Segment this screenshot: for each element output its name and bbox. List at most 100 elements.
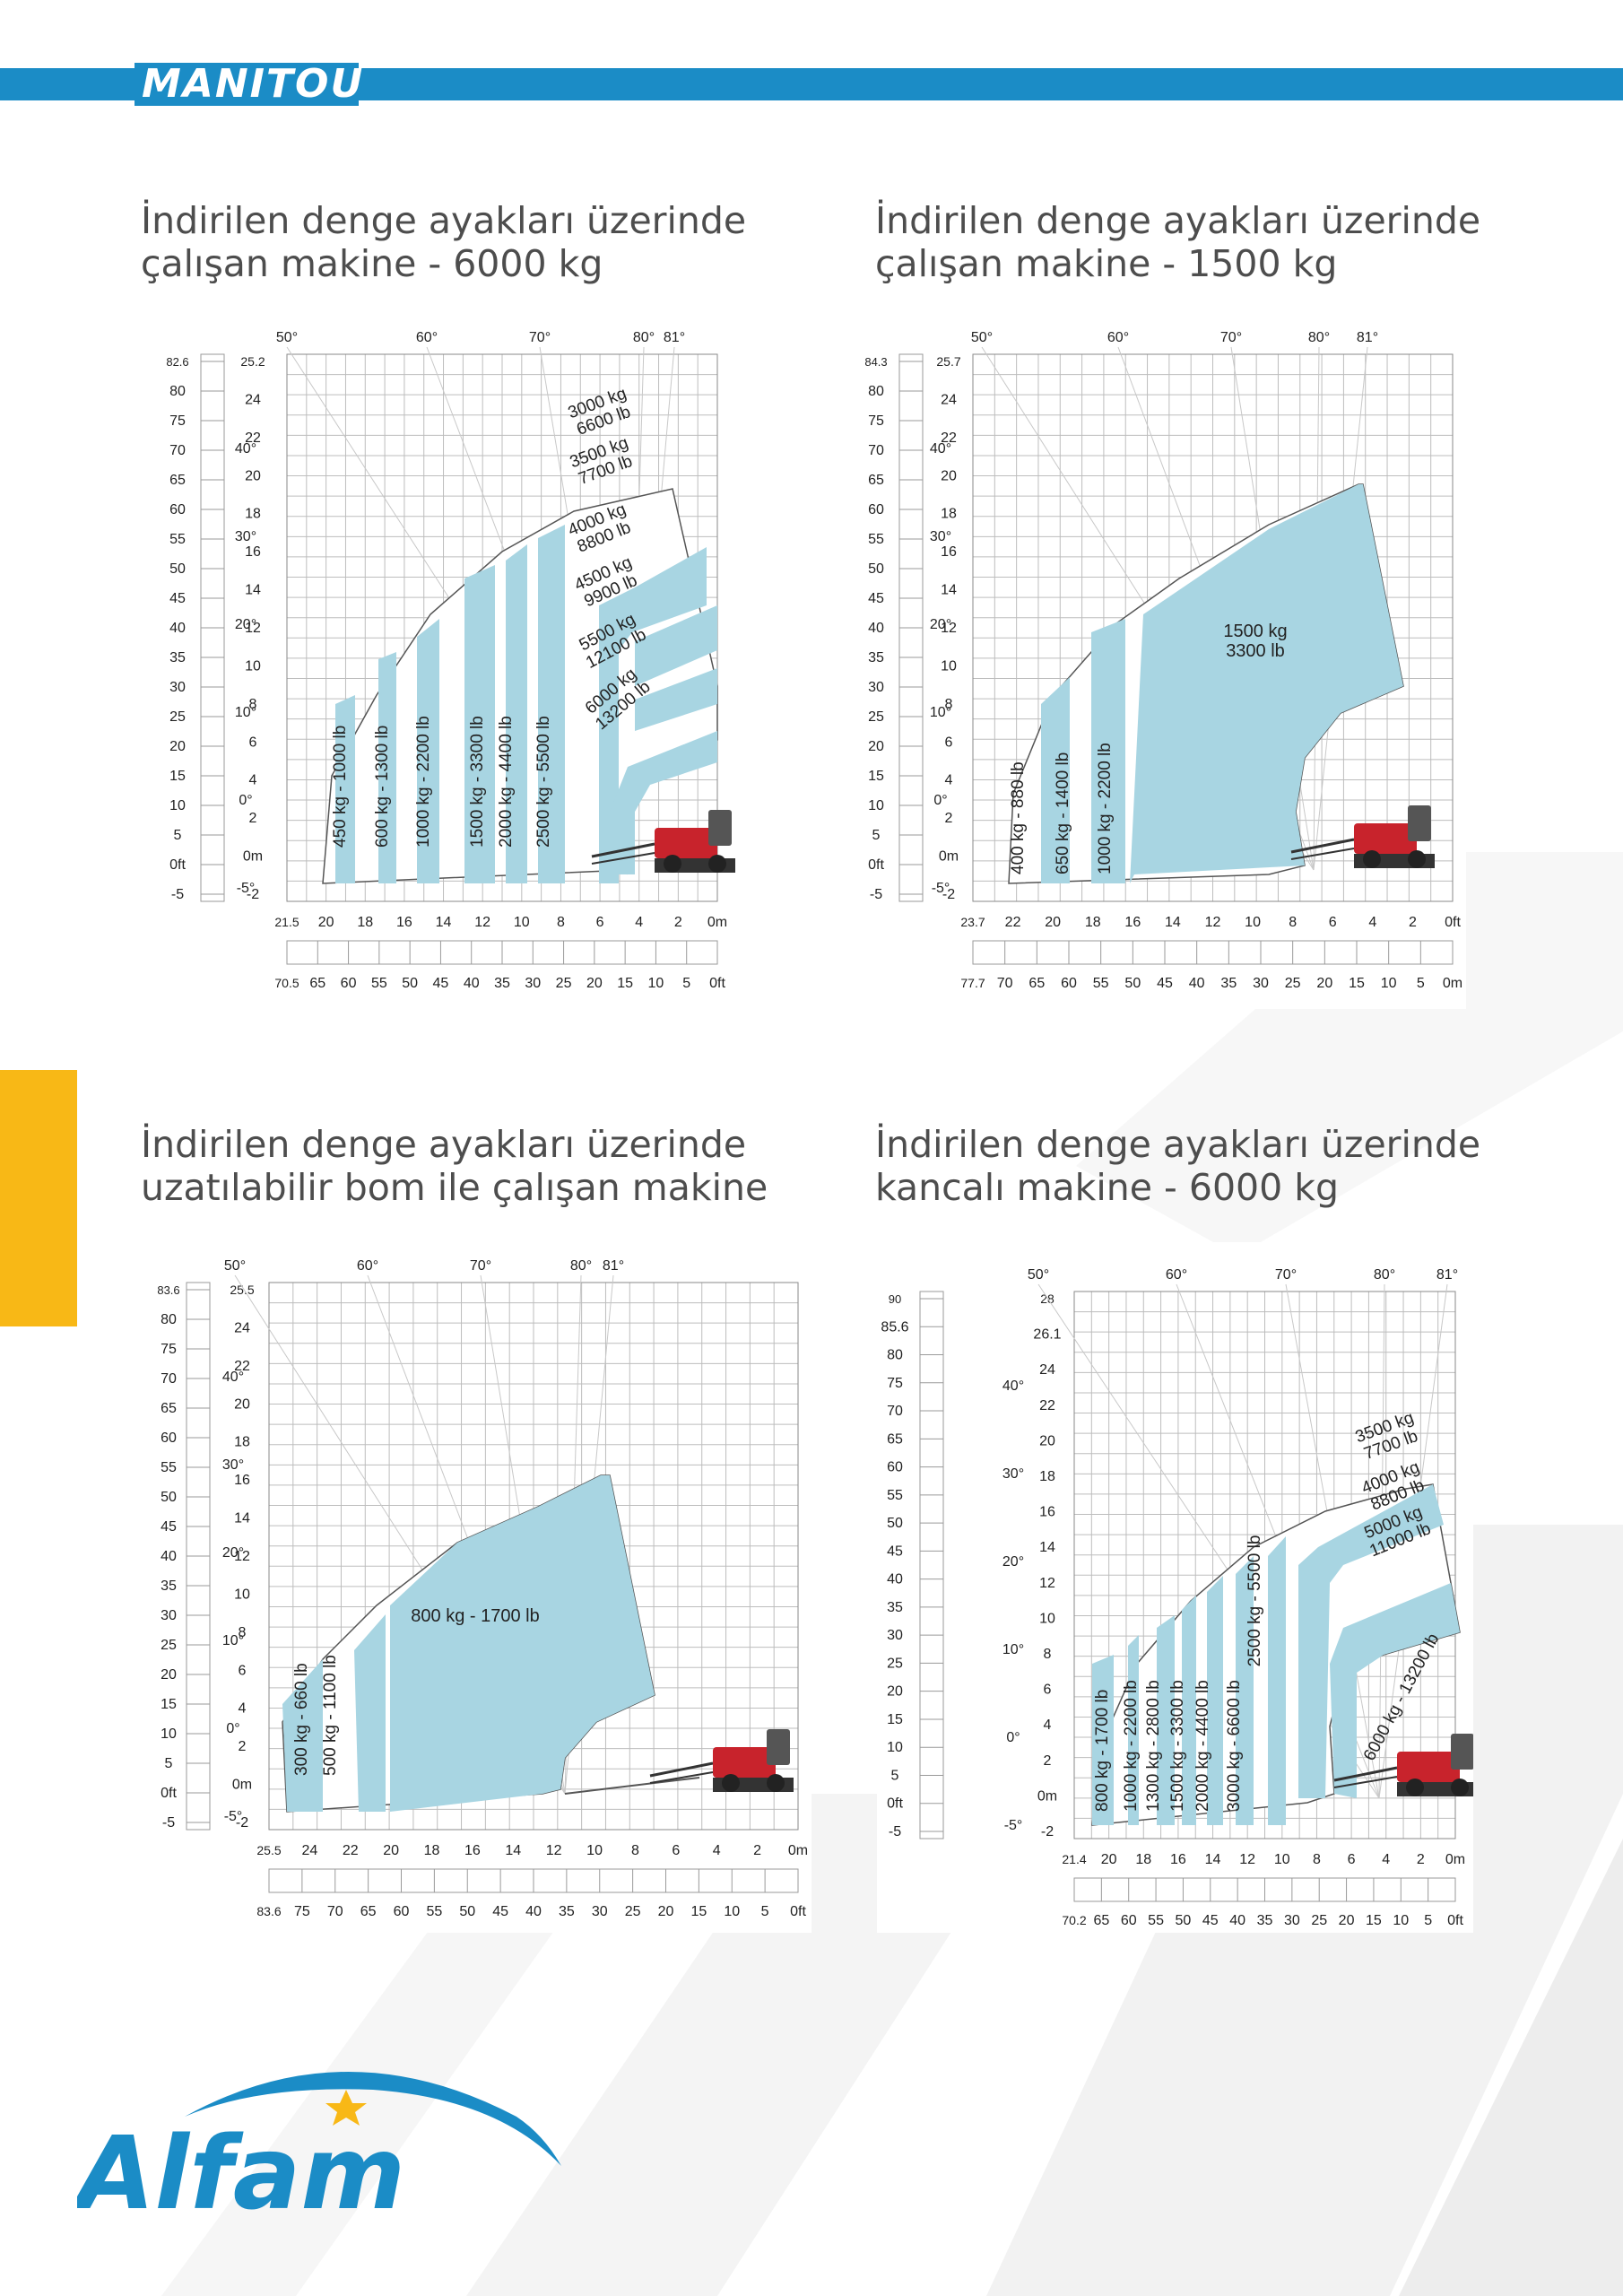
diagram-4-title-line1: İndirilen denge ayakları üzerinde	[875, 1123, 1481, 1166]
load-band-5	[506, 544, 527, 883]
load-label: 1500 kg 3300 lb	[1223, 622, 1287, 661]
x-ft-label: 20	[586, 976, 603, 991]
y-ft-label: 20	[161, 1667, 177, 1683]
alfam-logo: Alfam	[77, 2072, 561, 2224]
y-m-label: 8	[945, 697, 953, 712]
x-ft-label: 60	[394, 1904, 410, 1919]
x-ft-label: 40	[1229, 1913, 1245, 1928]
x-m-label: 6	[596, 915, 604, 930]
y-ft-label: 10	[161, 1726, 177, 1742]
x-m-label: 12	[1239, 1852, 1255, 1867]
x-ft-label: 60	[1061, 976, 1077, 991]
x-ft-label: 20	[658, 1904, 674, 1919]
grid-border	[972, 353, 1454, 902]
y-m-label: -2	[1041, 1824, 1054, 1839]
y-m-label: 18	[1039, 1469, 1055, 1484]
load-band-4	[1182, 1596, 1196, 1825]
x-m-label: 14	[436, 915, 452, 930]
x-ft-label: 83.6	[256, 1904, 281, 1918]
y-ft-label: 80	[868, 384, 884, 399]
y-m-label: 0m	[232, 1778, 252, 1793]
x-ft-label: 65	[1093, 1913, 1109, 1928]
boom-extension	[564, 1777, 700, 1795]
y-ft-label: 45	[868, 591, 884, 606]
x-ft-label: 35	[494, 976, 510, 991]
x-m-label: 6	[672, 1843, 680, 1858]
y-ft-label: 60	[161, 1431, 177, 1446]
load-band-1	[335, 695, 355, 883]
machine-cab	[1451, 1734, 1473, 1770]
wheel-icon	[767, 1774, 785, 1792]
y-m-label: 4	[239, 1701, 247, 1717]
x-ft-label: 55	[1148, 1913, 1164, 1928]
y-m-label: 18	[234, 1435, 250, 1450]
x-m-label: 0m	[788, 1843, 808, 1858]
angle-label: 60°	[1166, 1267, 1187, 1283]
x-ft-label: 25	[1285, 976, 1301, 991]
y-ft-label: -5	[889, 1824, 901, 1839]
y-ft-label: 30	[887, 1628, 903, 1643]
y-ft-label: 55	[169, 532, 186, 547]
load-label: 300 kg - 660 lb	[292, 1663, 311, 1776]
y-m-label: 12	[234, 1549, 250, 1564]
logo-text: Alfam	[77, 2116, 405, 2224]
side-color-tab	[0, 1070, 77, 1326]
load-label: 650 kg - 1400 lb	[1054, 752, 1072, 874]
y-ft-label: 45	[161, 1519, 177, 1535]
y-ft-label: -5	[162, 1815, 175, 1831]
y-m-label: -2	[942, 887, 955, 902]
y-m-label: 16	[1039, 1505, 1055, 1520]
x-ft-label: 5	[682, 976, 690, 991]
y-m-label: 20	[1039, 1433, 1055, 1448]
y-m-label: 2	[249, 811, 257, 826]
y-m-label: 2	[945, 811, 953, 826]
x-ft-label: 65	[360, 1904, 377, 1919]
load-band-3	[1130, 484, 1403, 883]
x-m-label: 0ft	[1445, 915, 1461, 930]
x-ft-label: 60	[341, 976, 357, 991]
y-m-label: 4	[1044, 1718, 1052, 1733]
load-label: 500 kg - 1100 lb	[321, 1655, 340, 1776]
x-m-label: 4	[635, 915, 643, 930]
side-angle-label: -5°	[1004, 1818, 1023, 1833]
x-m-label: 12	[1205, 915, 1221, 930]
x-ft-label: 50	[459, 1904, 475, 1919]
y-ft-label: 65	[161, 1401, 177, 1416]
y-ft-label: 10	[887, 1740, 903, 1755]
y-m-label: 22	[941, 430, 957, 446]
y-m-label: 14	[234, 1511, 250, 1526]
angle-label: 70°	[1220, 330, 1242, 345]
y-ft-label: 55	[868, 532, 884, 547]
x-ft-label: 45	[1157, 976, 1173, 991]
boom-line	[591, 842, 655, 858]
diagram-3-title: İndirilen denge ayakları üzerinde uzatıl…	[141, 1123, 768, 1209]
x-ft-label: 10	[648, 976, 664, 991]
diagram-2-title-line1: İndirilen denge ayakları üzerinde	[875, 199, 1481, 242]
load-label: 1000 kg - 2200 lb	[1096, 743, 1115, 874]
machine-cab	[767, 1729, 790, 1765]
x-m-label: 16	[1170, 1852, 1186, 1867]
y-m-label: 24	[234, 1320, 250, 1335]
x-m-label: 10	[1245, 915, 1261, 930]
x-ft-label: 70.2	[1062, 1913, 1086, 1927]
x-ft-label: 50	[1124, 976, 1141, 991]
y-ft-label: 0ft	[868, 857, 884, 873]
y-ft-label: 35	[169, 650, 186, 665]
y-ft-label: 25	[887, 1656, 903, 1671]
y-m-label: 12	[1039, 1576, 1055, 1591]
y-ft-label: 35	[887, 1600, 903, 1615]
x-m-label: 8	[1313, 1852, 1321, 1867]
side-angle-label: -5°	[224, 1809, 243, 1824]
y-ft-label: 65	[868, 473, 884, 488]
side-angle-label: 0°	[1006, 1730, 1020, 1745]
x-ft-label: 5	[761, 1904, 769, 1919]
y-ft-label: 35	[161, 1578, 177, 1594]
machine-cab	[708, 810, 732, 846]
load-chart-1: 82.6 80 75 70 65 60 55 50 45 40 35 30 25 20 15 10 5 0ft -5…	[143, 309, 735, 1000]
y-m-label: -2	[247, 887, 259, 902]
x-ft-label: 0ft	[790, 1904, 806, 1919]
x-ft-label: 25	[1311, 1913, 1327, 1928]
y-m-label: 14	[1039, 1540, 1055, 1555]
diagram-4-svg: 9085.680757065605550454035302520151050ft…	[881, 1267, 1473, 1928]
angle-label: 60°	[416, 330, 438, 345]
